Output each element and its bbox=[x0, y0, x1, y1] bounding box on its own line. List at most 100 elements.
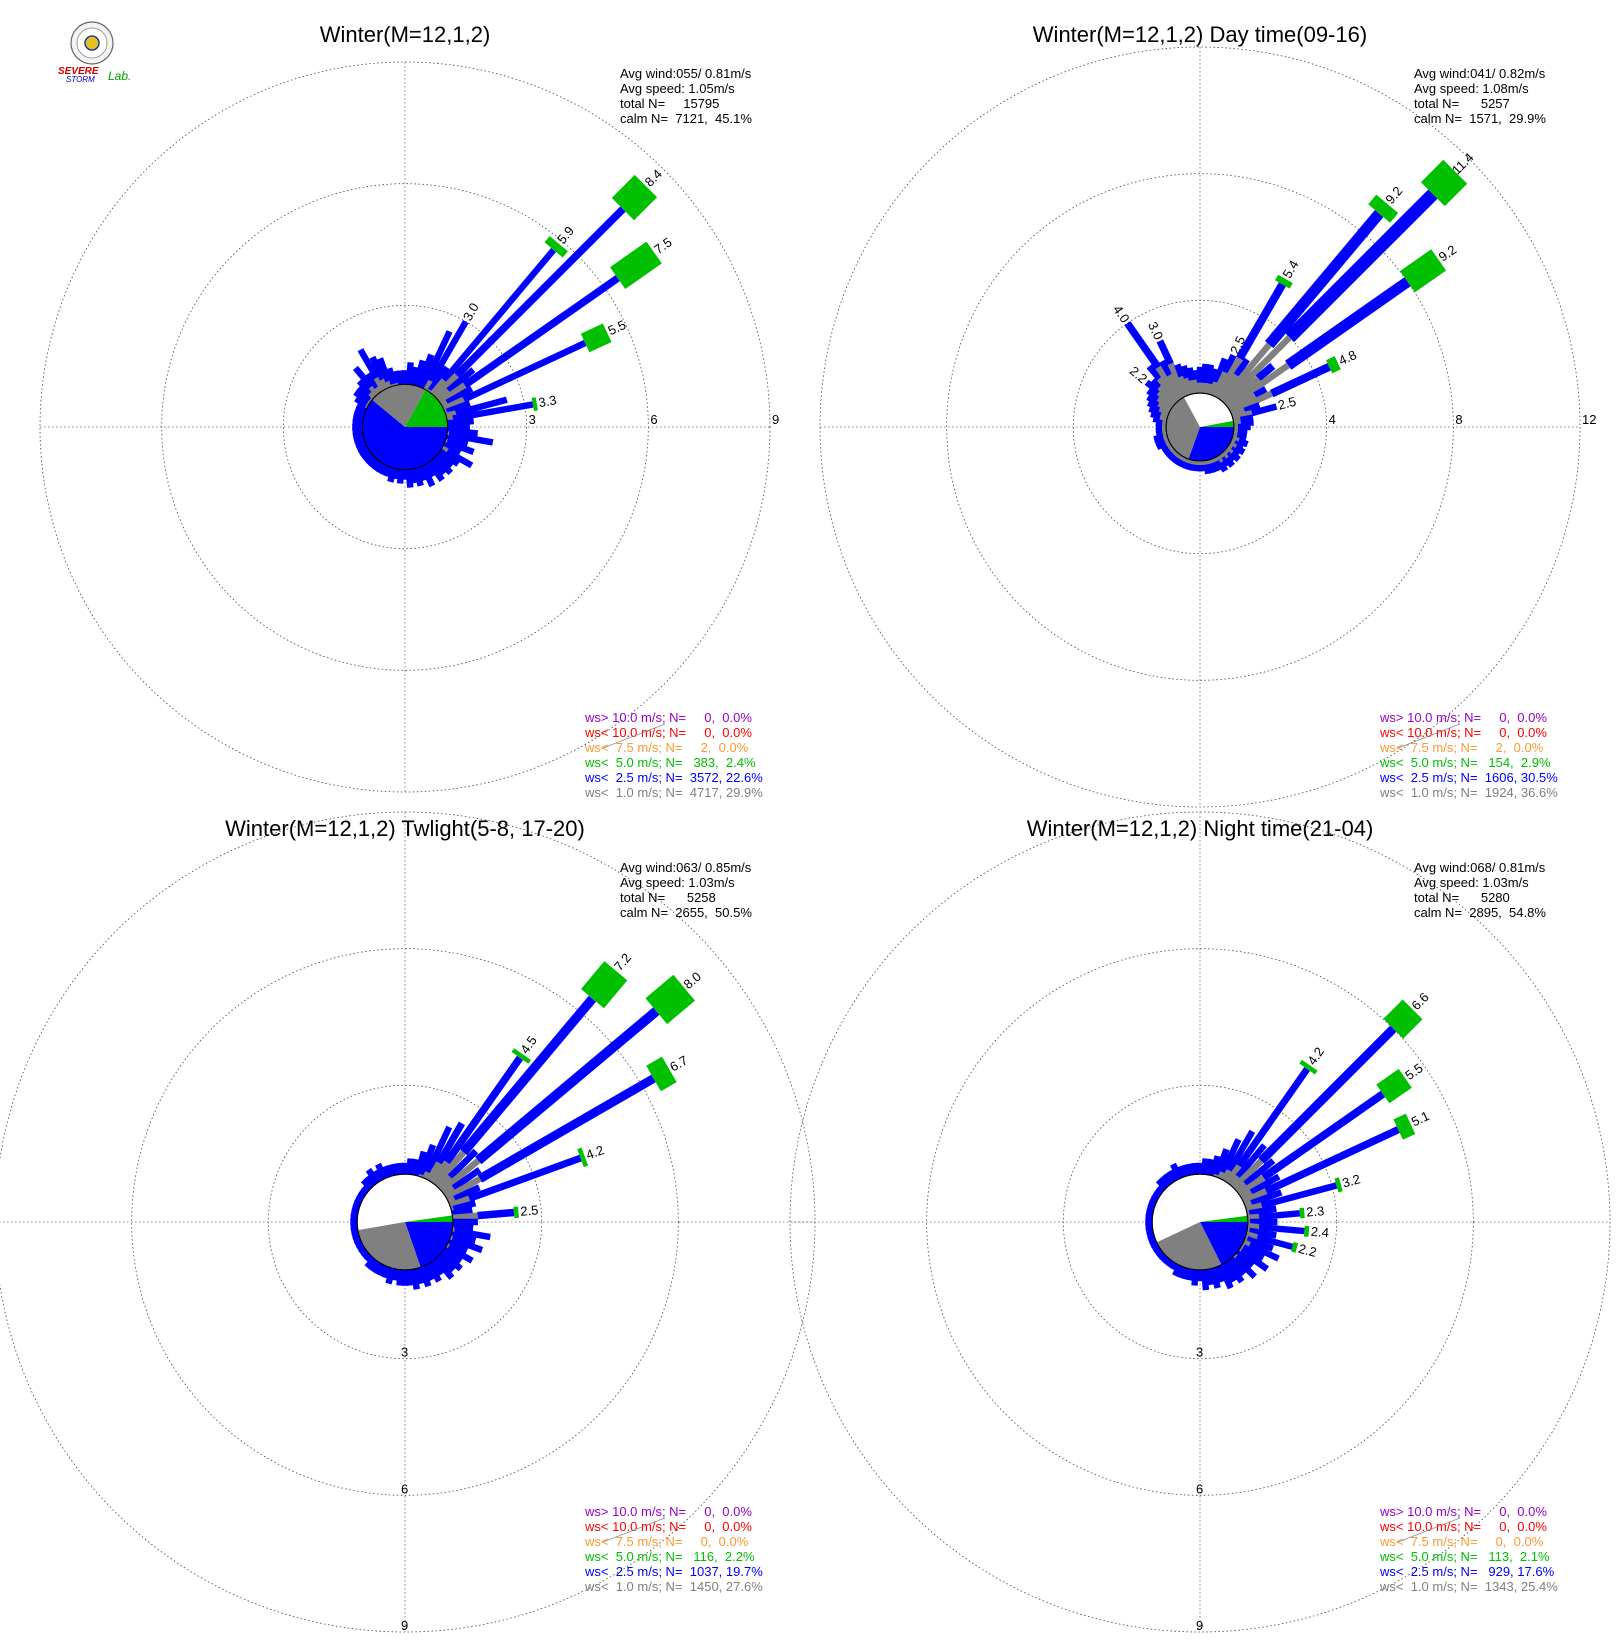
bar-segment-lt25 bbox=[416, 353, 435, 389]
bar-segment-lt25 bbox=[369, 355, 386, 381]
bar-segment-lt25 bbox=[1222, 353, 1237, 374]
stat-line: total N= 15795 bbox=[620, 96, 719, 111]
bar-segment-lt25 bbox=[441, 247, 556, 383]
bar-segment-lt1 bbox=[1157, 384, 1179, 406]
bar-segment-lt5 bbox=[1275, 274, 1293, 289]
bar-segment-lt1 bbox=[448, 1195, 471, 1209]
ring-label: 9 bbox=[1196, 1618, 1203, 1633]
bar-segment-lt1 bbox=[438, 382, 467, 406]
bar-segment-lt25 bbox=[1258, 1025, 1397, 1164]
bar-segment-lt25 bbox=[1150, 377, 1162, 389]
bar-segment-lt25 bbox=[1170, 1162, 1183, 1180]
bar-segment-lt25 bbox=[1236, 282, 1286, 361]
bar-segment-lt25 bbox=[420, 330, 453, 390]
bar-segment-lt25 bbox=[1147, 400, 1162, 412]
bar-segment-lt1 bbox=[439, 1158, 481, 1194]
bar-segment-lt25 bbox=[356, 385, 373, 401]
bar-segment-lt25 bbox=[1204, 364, 1215, 384]
bar-segment-lt25 bbox=[462, 275, 620, 389]
bar-segment-lt25 bbox=[439, 1250, 463, 1272]
bar-segment-lt25 bbox=[1270, 363, 1331, 398]
bar-segment-lt25 bbox=[477, 1074, 656, 1183]
bar-segment-lt25 bbox=[455, 396, 508, 417]
bar-segment-lt25 bbox=[1148, 405, 1163, 416]
logo-star-icon bbox=[84, 35, 100, 51]
calm-slice-lt25 bbox=[1200, 1222, 1248, 1265]
bar-value-label: 3.3 bbox=[537, 392, 557, 410]
bar-segment-lt25 bbox=[1246, 1236, 1274, 1252]
stat-line: calm N= 2895, 54.8% bbox=[1414, 905, 1546, 920]
bar-segment-lt25 bbox=[435, 451, 454, 469]
bar-segment-lt25 bbox=[477, 1208, 515, 1220]
ring-label: 12 bbox=[1582, 412, 1596, 427]
bar-segment-lt25 bbox=[401, 370, 409, 385]
range-ring bbox=[789, 811, 1611, 1633]
bar-value-label: 2.2 bbox=[1297, 1241, 1318, 1260]
bar-segment-lt5 bbox=[1376, 1068, 1412, 1104]
legend-entry-lt10: ws< 10.0 m/s; N= 0, 0.0% bbox=[584, 1519, 752, 1534]
bar-segment-lt25 bbox=[1255, 362, 1276, 382]
bar-segment-lt25 bbox=[446, 367, 476, 393]
bar-segment-lt25 bbox=[451, 1167, 482, 1191]
bar-segment-lt25 bbox=[468, 1154, 582, 1202]
bar-segment-lt25 bbox=[1251, 403, 1278, 417]
bar-segment-lt1 bbox=[426, 1161, 442, 1183]
stat-line: Avg wind:068/ 0.81m/s bbox=[1414, 860, 1546, 875]
bar-segment-lt25 bbox=[372, 1169, 384, 1183]
stat-line: total N= 5257 bbox=[1414, 96, 1510, 111]
legend-entry-lt10: ws< 10.0 m/s; N= 0, 0.0% bbox=[1379, 725, 1547, 740]
bar-segment-lt25 bbox=[454, 206, 626, 378]
bar-segment-lt25 bbox=[1146, 388, 1161, 401]
legend-entry-lt5: ws< 5.0 m/s; N= 383, 2.4% bbox=[584, 755, 756, 770]
bar-segment-lt25 bbox=[1250, 1189, 1283, 1207]
ring-label: 4 bbox=[1329, 412, 1336, 427]
range-ring bbox=[131, 948, 679, 1496]
bar-segment-lt25 bbox=[1226, 1129, 1256, 1173]
bar-segment-lt1 bbox=[429, 1160, 450, 1185]
bar-segment-lt1 bbox=[435, 388, 451, 403]
bar-segment-lt5 bbox=[1334, 1177, 1343, 1193]
stat-line: total N= 5280 bbox=[1414, 890, 1510, 905]
bar-segment-lt5 bbox=[511, 1048, 531, 1064]
bar-segment-lt1 bbox=[1237, 1175, 1266, 1198]
bar-segment-lt25 bbox=[447, 1239, 469, 1254]
bar-segment-lt25 bbox=[1208, 368, 1219, 385]
stat-line: Avg speed: 1.03m/s bbox=[1414, 875, 1529, 890]
bar-segment-lt25 bbox=[1264, 1126, 1400, 1195]
bar-segment-lt25 bbox=[1258, 1224, 1305, 1235]
bar-segment-lt25 bbox=[426, 460, 445, 482]
legend-entry-lt75: ws< 7.5 m/s; N= 2, 0.0% bbox=[584, 740, 749, 755]
panel-title: Winter(M=12,1,2) Day time(09-16) bbox=[1033, 22, 1367, 47]
bar-segment-lt1 bbox=[1223, 375, 1261, 408]
bar-segment-lt25 bbox=[368, 1259, 381, 1273]
bar-segment-lt25 bbox=[428, 320, 469, 383]
bar-segment-lt25 bbox=[426, 1261, 442, 1283]
bar-value-label: 5.5 bbox=[606, 317, 629, 338]
bar-segment-lt1 bbox=[1239, 1189, 1253, 1201]
bar-segment-lt5 bbox=[1291, 1242, 1299, 1253]
bar-segment-lt5 bbox=[580, 323, 612, 353]
bar-segment-lt5 bbox=[1383, 999, 1423, 1039]
panel-title: Winter(M=12,1,2) bbox=[320, 22, 491, 47]
bar-segment-lt25 bbox=[365, 1167, 381, 1185]
panel-title: Winter(M=12,1,2) Night time(21-04) bbox=[1027, 816, 1374, 841]
bar-segment-lt1 bbox=[1221, 335, 1292, 406]
logo-text-lab: Lab. bbox=[108, 69, 131, 83]
bar-segment-lt25 bbox=[1265, 210, 1384, 349]
bar-segment-lt25 bbox=[1241, 1244, 1265, 1262]
calm-slice-lt5 bbox=[1200, 420, 1234, 427]
legend-entry-lt1: ws< 1.0 m/s; N= 4717, 29.9% bbox=[584, 785, 763, 800]
legend-entry-lt1: ws< 1.0 m/s; N= 1450, 27.6% bbox=[584, 1579, 763, 1594]
bar-segment-lt25 bbox=[1176, 1265, 1187, 1279]
bar-segment-lt25 bbox=[419, 1143, 437, 1176]
bar-segment-lt5 bbox=[610, 241, 662, 289]
bar-segment-lt25 bbox=[446, 1244, 474, 1264]
bar-segment-lt1 bbox=[444, 1176, 482, 1201]
bar-segment-lt25 bbox=[1221, 1261, 1237, 1283]
ring-label: 6 bbox=[650, 412, 657, 427]
bar-segment-lt1 bbox=[1219, 342, 1272, 404]
bar-segment-lt5 bbox=[1420, 159, 1468, 207]
windrose-panel-2: 4 8 122.55.49.211.49.24.82.52.24.03.0Winte… bbox=[819, 22, 1596, 808]
ring-label: 3 bbox=[1196, 1345, 1203, 1360]
